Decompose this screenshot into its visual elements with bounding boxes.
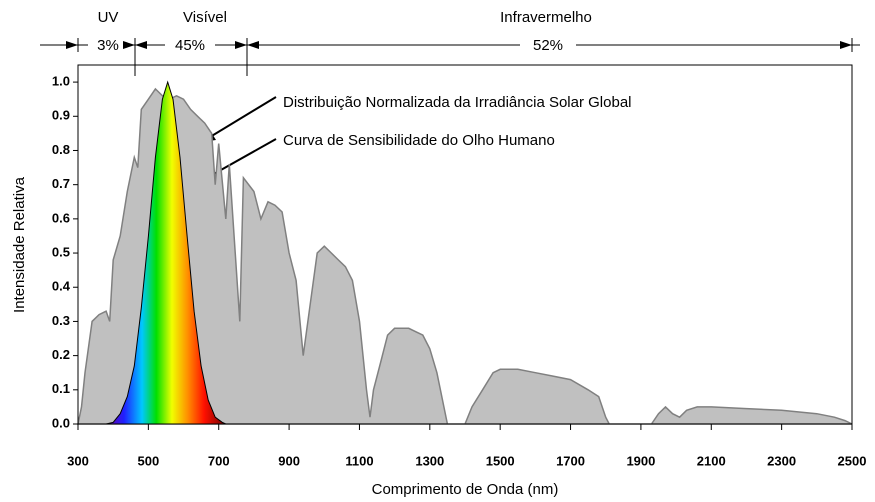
x-tick-label: 900 [278,453,300,468]
plot-frame [77,64,853,425]
region-arrows [66,41,852,49]
region-share: 45% [175,37,205,54]
y-tick-label: 0.8 [52,142,70,157]
annotation-arrow [209,96,277,138]
x-tick-label: 300 [67,453,89,468]
x-tick-label: 700 [208,453,230,468]
region-share: 52% [533,37,563,54]
region-label: UV [98,9,119,26]
y-axis-label: Intensidade Relativa [11,176,28,313]
eye-curve [105,80,227,425]
y-tick-label: 0.6 [52,210,70,225]
x-tick-label: 2500 [838,453,867,468]
x-axis-label: Comprimento de Onda (nm) [372,481,559,498]
y-tick-label: 0.2 [52,347,70,362]
y-tick-label: 0.1 [52,381,70,396]
x-tick-label: 1500 [486,453,515,468]
y-tick-label: 1.0 [52,74,70,89]
x-tick-label: 500 [138,453,160,468]
y-tick-label: 0.9 [52,108,70,123]
region-bar: UV Visível Infravermelho 3% 45% 52% [40,9,860,76]
y-tick-label: 0.4 [52,279,71,294]
y-tick-label: 0.3 [52,313,70,328]
x-tick-label: 1300 [415,453,444,468]
x-tick-label: 1900 [626,453,655,468]
region-label: Infravermelho [500,9,592,26]
x-tick-label: 2300 [767,453,796,468]
y-tick-label: 0.5 [52,244,70,259]
x-tick-label: 1100 [345,453,373,468]
annotation: Distribuição Normalizada da Irradiância … [283,94,632,111]
region-label: Visível [183,9,227,26]
x-tick-label: 2100 [697,453,726,468]
y-tick-label: 0.0 [52,415,70,430]
annotation: Curva de Sensibilidade do Olho Humano [283,132,555,149]
x-tick-label: 1700 [556,453,585,468]
y-tick-label: 0.7 [52,176,70,191]
region-share: 3% [97,37,119,54]
